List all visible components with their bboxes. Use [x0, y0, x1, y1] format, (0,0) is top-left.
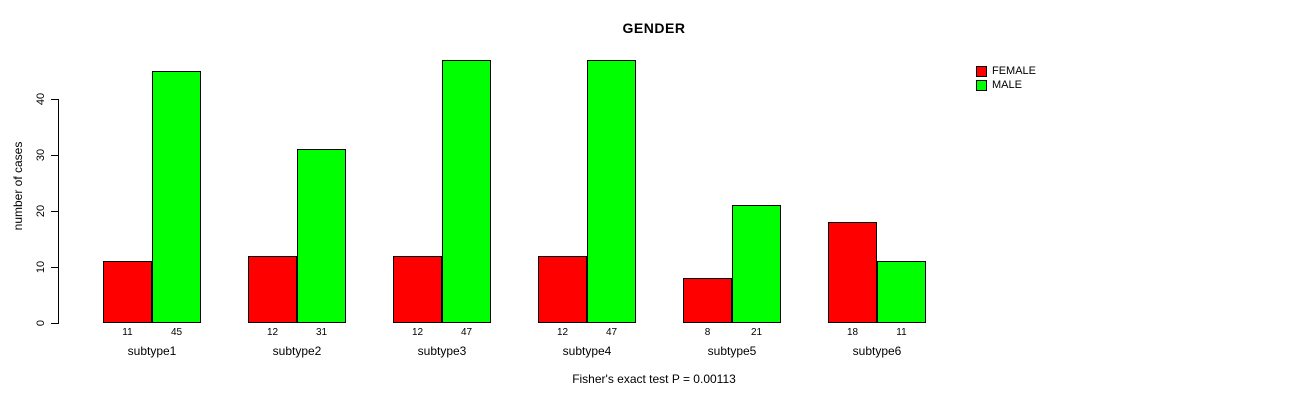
bar-female-subtype6 [828, 222, 877, 323]
y-tick [51, 99, 58, 100]
y-tick-label: 40 [35, 92, 47, 106]
bar-male-subtype3 [442, 59, 491, 323]
bar-value-label: 12 [266, 327, 279, 338]
y-tick-label: 0 [35, 319, 47, 327]
legend: FEMALE MALE [976, 64, 1036, 92]
legend-label: MALE [992, 79, 1022, 91]
bar-female-subtype1 [103, 261, 152, 323]
category-label: subtype6 [852, 344, 902, 358]
y-axis-label: number of cases [11, 141, 25, 231]
y-tick [51, 323, 58, 324]
category-label: subtype5 [707, 344, 757, 358]
bar-value-label: 12 [411, 327, 424, 338]
bar-value-label: 47 [605, 327, 618, 338]
y-tick [51, 267, 58, 268]
bar-value-label: 11 [896, 327, 907, 338]
bar-female-subtype3 [393, 255, 442, 323]
bar-female-subtype5 [683, 278, 732, 323]
bar-value-label: 12 [556, 327, 569, 338]
y-tick-label: 30 [35, 148, 47, 162]
legend-item-male: MALE [976, 78, 1036, 92]
legend-label: FEMALE [992, 65, 1037, 77]
y-tick-label: 20 [35, 204, 47, 218]
bar-value-label: 21 [750, 327, 763, 338]
legend-swatch-female [976, 65, 987, 77]
bar-male-subtype1 [152, 71, 201, 323]
bar-male-subtype4 [587, 59, 636, 323]
category-label: subtype1 [127, 344, 177, 358]
category-label: subtype2 [272, 344, 322, 358]
bar-female-subtype2 [248, 255, 297, 323]
bar-male-subtype6 [877, 261, 926, 323]
legend-swatch-male [976, 79, 987, 91]
bar-value-label: 8 [704, 327, 711, 338]
legend-item-female: FEMALE [976, 64, 1036, 78]
bar-value-label: 18 [846, 327, 859, 338]
bar-female-subtype4 [538, 255, 587, 323]
bar-value-label: 47 [460, 327, 473, 338]
footer-annotation: Fisher's exact test P = 0.00113 [572, 372, 736, 386]
y-axis-line [58, 99, 59, 324]
bar-value-label: 45 [170, 327, 183, 338]
bar-male-subtype5 [732, 205, 781, 323]
category-label: subtype3 [417, 344, 467, 358]
bar-value-label: 31 [315, 327, 328, 338]
bar-value-label: 11 [122, 327, 133, 338]
category-label: subtype4 [562, 344, 612, 358]
y-tick-label: 10 [35, 260, 47, 274]
y-tick [51, 155, 58, 156]
chart-title: GENDER [622, 20, 686, 36]
bar-male-subtype2 [297, 149, 346, 323]
y-tick [51, 211, 58, 212]
